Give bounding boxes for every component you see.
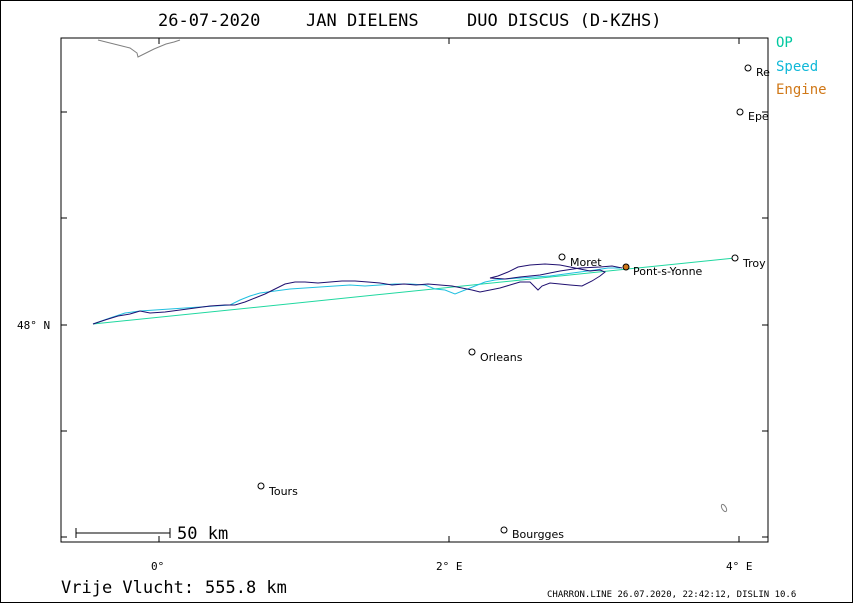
x-tick-label-0: 0° xyxy=(151,560,164,573)
legend-engine: Engine xyxy=(776,82,827,98)
town-marker-epe xyxy=(736,108,744,116)
island-shape xyxy=(720,503,728,513)
axis-ticks xyxy=(61,38,768,542)
town-label-orleans: Orleans xyxy=(480,351,523,364)
town-marker-orleans xyxy=(468,348,476,356)
distance-label: Vrije Vlucht: xyxy=(61,578,194,598)
distance-value: 555.8 km xyxy=(205,578,287,598)
town-label-moret: Moret xyxy=(570,256,602,269)
town-layer: Re Epe Troy Moret Pont-s-Yonne Orleans T… xyxy=(257,64,770,541)
title-pilot: JAN DIELENS xyxy=(306,11,419,31)
town-label-bourgges: Bourgges xyxy=(512,528,564,541)
title-glider: DUO DISCUS (D-KZHS) xyxy=(467,11,661,31)
x-tick-label-2e: 2° E xyxy=(436,560,463,573)
y-tick-label-48n: 48° N xyxy=(17,319,50,332)
coastline xyxy=(97,39,181,58)
town-marker-bourgges xyxy=(500,526,508,534)
town-label-epe: Epe xyxy=(748,110,769,123)
speed-track xyxy=(92,267,620,325)
scale-bar-label: 50 km xyxy=(177,524,228,544)
town-label-re: Re xyxy=(756,66,770,79)
town-label-pont-s-yonne: Pont-s-Yonne xyxy=(633,265,703,278)
legend-op: OP xyxy=(776,35,793,51)
town-marker-troy xyxy=(731,254,739,262)
credit-line: CHARRON.LINE 26.07.2020, 22:42:12, DISLI… xyxy=(547,590,796,600)
plot-area xyxy=(60,37,769,543)
x-tick-label-4e: 4° E xyxy=(726,560,753,573)
town-label-troy: Troy xyxy=(742,257,766,270)
town-marker-moret xyxy=(558,253,566,261)
town-marker-re xyxy=(744,64,752,72)
legend-speed: Speed xyxy=(776,59,818,75)
town-label-tours: Tours xyxy=(268,485,298,498)
scale-bar xyxy=(75,528,171,538)
flight-track xyxy=(92,263,623,325)
title-date: 26-07-2020 xyxy=(158,11,260,31)
town-marker-tours xyxy=(257,482,265,490)
engine-marker xyxy=(622,263,630,271)
